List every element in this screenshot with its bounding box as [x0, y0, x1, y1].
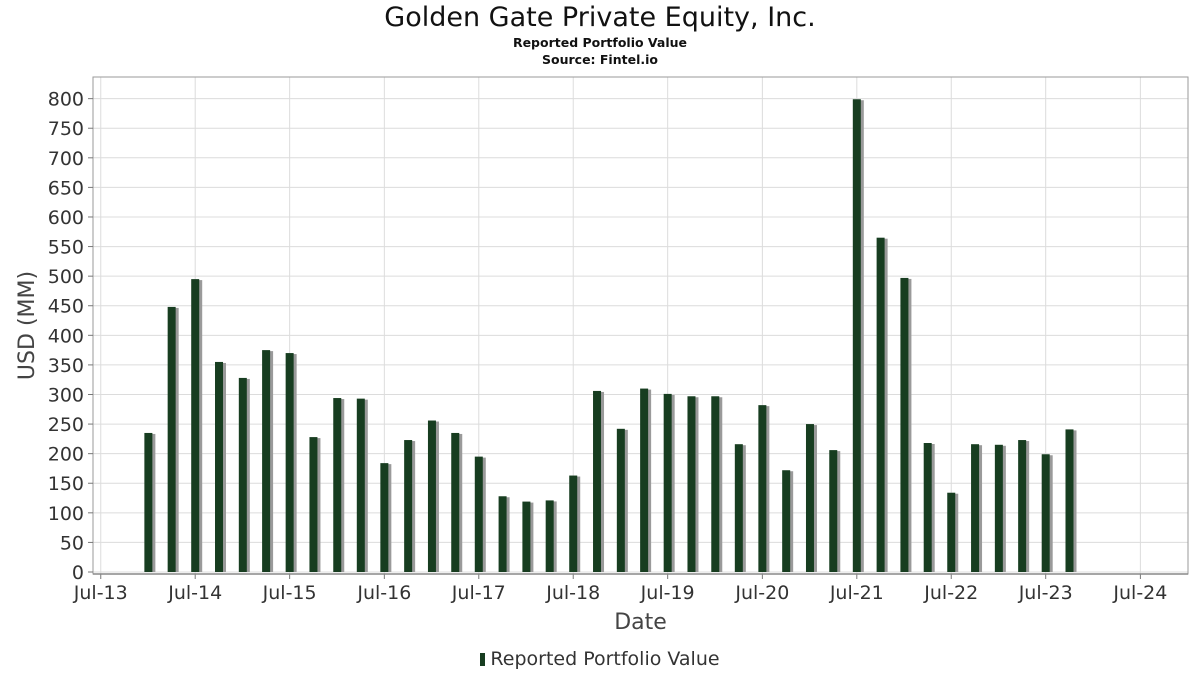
bar	[215, 361, 224, 572]
x-tick-label: Jul-13	[73, 582, 128, 604]
bar	[971, 444, 980, 572]
x-tick-label: Jul-20	[734, 582, 789, 604]
y-tick-label: 150	[48, 473, 84, 495]
y-tick-label: 800	[48, 89, 84, 111]
y-tick-label: 650	[48, 177, 84, 199]
bar	[711, 396, 720, 572]
x-tick-label: Jul-17	[451, 582, 506, 604]
bar	[285, 353, 294, 572]
x-tick-label: Jul-19	[640, 582, 695, 604]
bar	[923, 443, 932, 572]
x-tick-label: Jul-15	[262, 582, 317, 604]
y-tick-label: 300	[48, 384, 84, 406]
bar	[144, 432, 153, 572]
bar	[1018, 440, 1027, 572]
y-tick-label: 200	[48, 444, 84, 466]
bar	[1041, 454, 1050, 572]
y-tick-label: 250	[48, 414, 84, 436]
x-tick-label: Jul-22	[923, 582, 978, 604]
y-tick-label: 500	[48, 266, 84, 288]
y-tick-label: 0	[72, 562, 84, 584]
legend-label: Reported Portfolio Value	[490, 648, 720, 670]
bar	[593, 390, 602, 572]
bar	[734, 444, 743, 572]
y-tick-label: 50	[60, 532, 84, 554]
chart-subtitle: Reported Portfolio Value	[512, 35, 688, 50]
bar	[569, 475, 578, 572]
y-axis-label: USD (MM)	[15, 271, 40, 380]
axes: 0 50 100 150 200 250 300 350 400 450 500 550 600 650 7…	[48, 89, 1188, 604]
bar	[356, 398, 365, 572]
x-tick-label: Jul-16	[356, 582, 411, 604]
y-tick-label: 750	[48, 118, 84, 140]
x-tick-label: Jul-24	[1112, 582, 1167, 604]
y-tick-label: 450	[48, 296, 84, 318]
bar	[309, 437, 318, 572]
bar	[876, 237, 885, 572]
bar	[167, 306, 176, 572]
x-axis-label: Date	[614, 610, 667, 635]
y-tick-label: 600	[48, 207, 84, 229]
y-tick-label: 100	[48, 503, 84, 525]
x-tick-label: Jul-18	[545, 582, 600, 604]
bar	[805, 424, 814, 572]
legend: Reported Portfolio Value	[0, 648, 1200, 670]
x-tick-label: Jul-14	[167, 582, 222, 604]
bar	[262, 350, 271, 572]
bar	[238, 377, 247, 572]
bar	[782, 470, 791, 572]
bar	[191, 279, 200, 572]
bars	[144, 99, 1077, 573]
legend-swatch	[480, 653, 486, 666]
bar	[758, 405, 767, 572]
y-tick-label: 350	[48, 355, 84, 377]
bar	[498, 496, 507, 572]
chart-source: Source: Fintel.io	[542, 52, 658, 67]
bar	[852, 99, 861, 573]
bar	[687, 396, 696, 572]
bar	[474, 456, 483, 572]
x-tick-label: Jul-21	[829, 582, 884, 604]
chart-title: Golden Gate Private Equity, Inc.	[384, 2, 816, 33]
bar	[522, 501, 531, 572]
bar	[404, 440, 413, 572]
bar	[994, 444, 1003, 572]
bar	[829, 450, 838, 572]
y-tick-label: 400	[48, 325, 84, 347]
bar	[333, 398, 342, 572]
x-tick-label: Jul-23	[1018, 582, 1073, 604]
bar	[380, 463, 389, 572]
bar	[1065, 429, 1074, 572]
bar	[663, 393, 672, 572]
y-tick-label: 700	[48, 148, 84, 170]
y-tick-label: 550	[48, 237, 84, 259]
bar	[427, 420, 436, 572]
bar	[545, 500, 554, 572]
bar	[947, 492, 956, 572]
bar	[616, 428, 625, 572]
bar	[900, 277, 909, 572]
bar	[451, 432, 460, 572]
bar	[640, 388, 649, 572]
